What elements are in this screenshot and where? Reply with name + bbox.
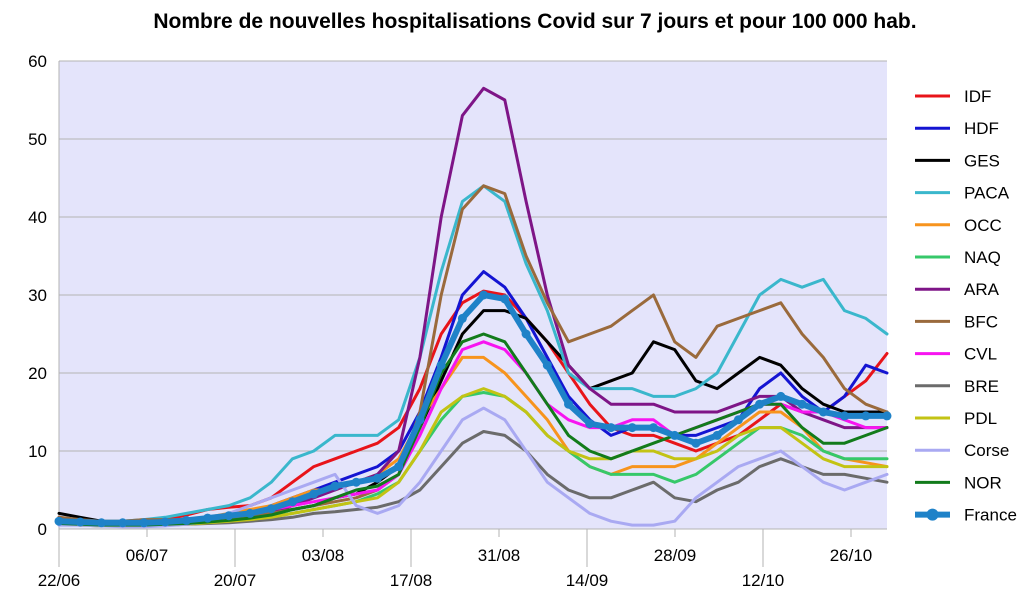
legend-label-paca: PACA — [964, 184, 1010, 203]
series-point-france — [372, 473, 382, 483]
y-tick-label: 30 — [28, 286, 47, 305]
legend-label-naq: NAQ — [964, 248, 1001, 267]
y-tick-label: 50 — [28, 130, 47, 149]
series-point-france — [266, 504, 276, 514]
series-point-france — [840, 411, 850, 421]
y-tick-label: 10 — [28, 442, 47, 461]
series-point-france — [457, 313, 467, 323]
legend-label-bfc: BFC — [964, 312, 998, 331]
x-tick-label: 12/10 — [742, 571, 785, 590]
series-point-france — [394, 462, 404, 472]
chart-title: Nombre de nouvelles hospitalisations Cov… — [153, 10, 917, 33]
x-axis: 22/06 06/07 20/07 03/08 17/08 31/08 14/09 28/09… — [38, 529, 873, 590]
x-tick-label: 06/07 — [126, 546, 169, 565]
series-line-nor — [57, 332, 889, 527]
y-axis: 0 10 20 30 40 50 60 — [28, 52, 47, 539]
legend-label-corse: Corse — [964, 441, 1009, 460]
series-point-france — [203, 513, 213, 523]
series-point-france — [309, 489, 319, 499]
series-point-france — [351, 477, 361, 487]
grid-lines — [58, 60, 887, 530]
legend-label-ara: ARA — [964, 280, 1000, 299]
series-point-france — [797, 399, 807, 409]
series-point-france — [479, 290, 489, 300]
series-point-france — [755, 399, 765, 409]
y-tick-label: 20 — [28, 364, 47, 383]
series-point-france — [245, 508, 255, 518]
x-tick-label: 26/10 — [830, 546, 873, 565]
series-point-france — [500, 294, 510, 304]
legend-label-ges: GES — [964, 151, 1000, 170]
series-point-france — [288, 497, 298, 507]
series-point-france — [691, 438, 701, 448]
series-point-france — [670, 430, 680, 440]
legend-label-pdl: PDL — [964, 409, 997, 428]
x-tick-label: 28/09 — [654, 546, 697, 565]
series-point-france — [776, 391, 786, 401]
legend-label-france: France — [964, 506, 1017, 525]
series-point-france — [415, 415, 425, 425]
legend-label-cvl: CVL — [964, 345, 997, 364]
series-point-france — [160, 517, 170, 527]
legend-label-occ: OCC — [964, 216, 1002, 235]
series-point-france — [118, 518, 128, 528]
series-point-france — [648, 423, 658, 433]
series-point-france — [564, 399, 574, 409]
series-point-france — [627, 423, 637, 433]
legend-marker-france — [926, 508, 939, 521]
legend-label-idf: IDF — [964, 87, 991, 106]
legend-label-hdf: HDF — [964, 119, 999, 138]
series-point-france — [224, 511, 234, 521]
x-tick-label: 31/08 — [478, 546, 521, 565]
x-tick-label: 17/08 — [390, 571, 433, 590]
series-point-france — [818, 407, 828, 417]
series-point-france — [521, 329, 531, 339]
series-point-france — [181, 515, 191, 525]
series-point-france — [96, 518, 106, 528]
x-tick-label: 22/06 — [38, 571, 81, 590]
x-tick-label: 03/08 — [302, 546, 345, 565]
series-point-france — [712, 430, 722, 440]
series-point-france — [54, 516, 64, 526]
series-group — [54, 86, 892, 529]
x-tick-label: 14/09 — [566, 571, 609, 590]
series-point-france — [542, 360, 552, 370]
legend: IDF HDF GES PACA OCC NAQ ARA BFC CVL BRE PDL Corse N… — [915, 87, 1017, 525]
series-point-france — [75, 517, 85, 527]
legend-label-nor: NOR — [964, 473, 1002, 492]
y-tick-label: 0 — [38, 520, 47, 539]
y-tick-label: 60 — [28, 52, 47, 71]
series-point-france — [330, 481, 340, 491]
series-point-france — [882, 411, 892, 421]
series-point-france — [139, 518, 149, 528]
y-tick-label: 40 — [28, 208, 47, 227]
series-point-france — [436, 360, 446, 370]
series-line-france — [56, 292, 890, 526]
x-tick-label: 20/07 — [214, 571, 257, 590]
legend-label-bre: BRE — [964, 377, 999, 396]
series-point-france — [606, 423, 616, 433]
series-point-france — [861, 411, 871, 421]
series-point-france — [585, 419, 595, 429]
series-point-france — [733, 415, 743, 425]
